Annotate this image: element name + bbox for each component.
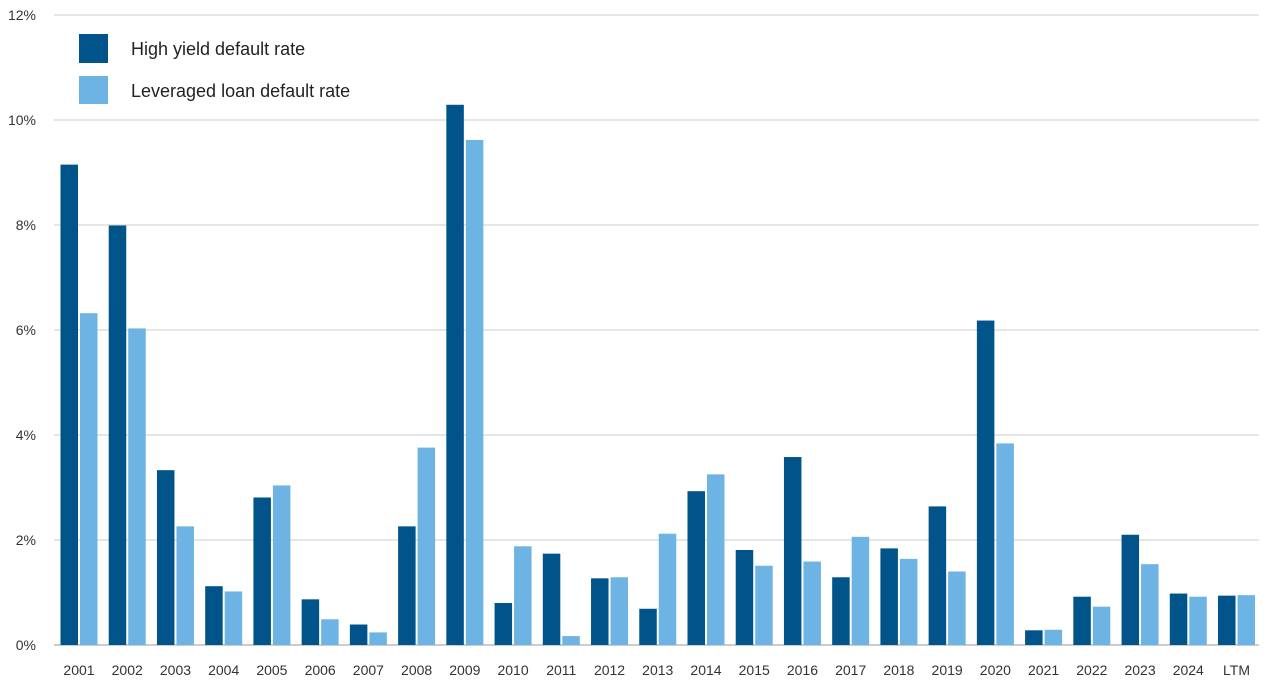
bar-leveraged-loan-2002	[128, 328, 146, 645]
x-tick-label-2006: 2006	[305, 662, 336, 678]
x-tick-label-2012: 2012	[594, 662, 625, 678]
bar-high-yield-2011	[542, 553, 561, 645]
bar-high-yield-2001	[60, 164, 78, 645]
bar-high-yield-2004	[205, 586, 223, 645]
bar-high-yield-2009	[446, 104, 464, 645]
bar-leveraged-loan-2014	[706, 474, 725, 646]
y-tick-label: 10%	[8, 112, 36, 128]
bar-leveraged-loan-2001	[80, 313, 98, 645]
x-tick-label-2008: 2008	[401, 662, 432, 678]
bar-high-yield-2021	[1025, 630, 1043, 645]
y-tick-label: 0%	[16, 637, 36, 653]
bar-high-yield-2003	[156, 470, 175, 645]
bar-leveraged-loan-2007	[369, 632, 387, 645]
x-tick-label-2005: 2005	[256, 662, 287, 678]
x-tick-label-2018: 2018	[883, 662, 914, 678]
x-tick-label-2010: 2010	[497, 662, 528, 678]
x-tick-label-2007: 2007	[353, 662, 384, 678]
x-tick-label-2001: 2001	[63, 662, 94, 678]
x-tick-label-2024: 2024	[1173, 662, 1204, 678]
y-tick-label: 2%	[16, 532, 36, 548]
bar-leveraged-loan-2003	[176, 526, 194, 645]
bar-high-yield-2002	[108, 225, 127, 645]
bar-leveraged-loan-2018	[899, 558, 918, 645]
bar-leveraged-loan-2008	[417, 447, 436, 645]
x-axis-ticks: 2001 2002 2003 2004 2005 2006 2007 2008 2009 2010…	[63, 662, 1250, 678]
bar-leveraged-loan-2009	[465, 139, 484, 645]
y-tick-label: 6%	[16, 322, 36, 338]
bar-leveraged-loan-ltm	[1237, 595, 1256, 646]
bar-high-yield-2013	[639, 608, 657, 645]
bar-high-yield-2019	[928, 506, 947, 645]
bar-leveraged-loan-2019	[948, 571, 966, 645]
y-tick-label: 12%	[8, 7, 36, 23]
bar-leveraged-loan-2006	[321, 619, 339, 645]
x-tick-label-2015: 2015	[739, 662, 770, 678]
bar-high-yield-2023	[1121, 534, 1140, 645]
bar-leveraged-loan-2023	[1141, 564, 1159, 645]
bar-leveraged-loan-2005	[272, 485, 291, 645]
bar-leveraged-loan-2013	[658, 533, 677, 645]
bar-leveraged-loan-2016	[803, 561, 821, 645]
x-tick-label-2004: 2004	[208, 662, 239, 678]
legend-swatch-high-yield	[79, 34, 108, 63]
bar-leveraged-loan-2012	[610, 577, 629, 645]
bar-high-yield-2018	[880, 548, 898, 645]
x-tick-label-2020: 2020	[980, 662, 1011, 678]
bar-high-yield-2022	[1073, 596, 1091, 645]
bar-leveraged-loan-2004	[224, 591, 243, 645]
legend: High yield default rate Leveraged loan d…	[79, 34, 350, 104]
y-axis-ticks: 0% 2% 4% 6% 8% 10% 12%	[8, 7, 36, 653]
gridlines	[54, 14, 1259, 646]
x-tick-label-2003: 2003	[160, 662, 191, 678]
x-tick-label-2011: 2011	[546, 662, 576, 678]
x-tick-label-2014: 2014	[690, 662, 721, 678]
bar-high-yield-2008	[398, 526, 416, 645]
legend-swatch-leveraged-loan	[79, 76, 108, 104]
bar-high-yield-2014	[687, 491, 705, 645]
bars	[60, 104, 1256, 646]
x-tick-label-2021: 2021	[1028, 662, 1059, 678]
x-tick-label-2013: 2013	[642, 662, 673, 678]
bar-leveraged-loan-2021	[1044, 629, 1063, 645]
bar-high-yield-2006	[301, 599, 320, 645]
bar-high-yield-2024	[1169, 593, 1188, 645]
bar-leveraged-loan-2011	[562, 636, 580, 645]
bar-leveraged-loan-2017	[851, 536, 870, 645]
bar-leveraged-loan-2015	[755, 565, 773, 645]
bar-high-yield-2012	[591, 578, 609, 645]
x-tick-label-2017: 2017	[835, 662, 866, 678]
x-tick-label-2016: 2016	[787, 662, 818, 678]
bar-high-yield-2007	[349, 624, 368, 645]
legend-label-high-yield: High yield default rate	[131, 39, 305, 59]
x-tick-label-2022: 2022	[1076, 662, 1107, 678]
x-tick-label-2023: 2023	[1124, 662, 1155, 678]
y-tick-label: 8%	[16, 217, 36, 233]
bar-high-yield-ltm	[1218, 595, 1236, 645]
x-tick-label-2002: 2002	[112, 662, 143, 678]
bar-high-yield-2016	[783, 457, 802, 645]
legend-label-leveraged-loan: Leveraged loan default rate	[131, 81, 350, 101]
bar-high-yield-2010	[494, 603, 513, 645]
bar-leveraged-loan-2024	[1189, 596, 1207, 645]
bar-high-yield-2005	[253, 497, 271, 645]
bar-leveraged-loan-2022	[1092, 606, 1111, 645]
bar-high-yield-2020	[976, 320, 995, 645]
bar-high-yield-2015	[735, 549, 754, 645]
x-tick-label-2019: 2019	[932, 662, 963, 678]
bar-high-yield-2017	[832, 577, 850, 645]
y-tick-label: 4%	[16, 427, 36, 443]
x-tick-label-ltm: LTM	[1223, 662, 1250, 678]
x-tick-label-2009: 2009	[449, 662, 480, 678]
bar-leveraged-loan-2020	[996, 443, 1014, 645]
bar-leveraged-loan-2010	[514, 546, 532, 645]
